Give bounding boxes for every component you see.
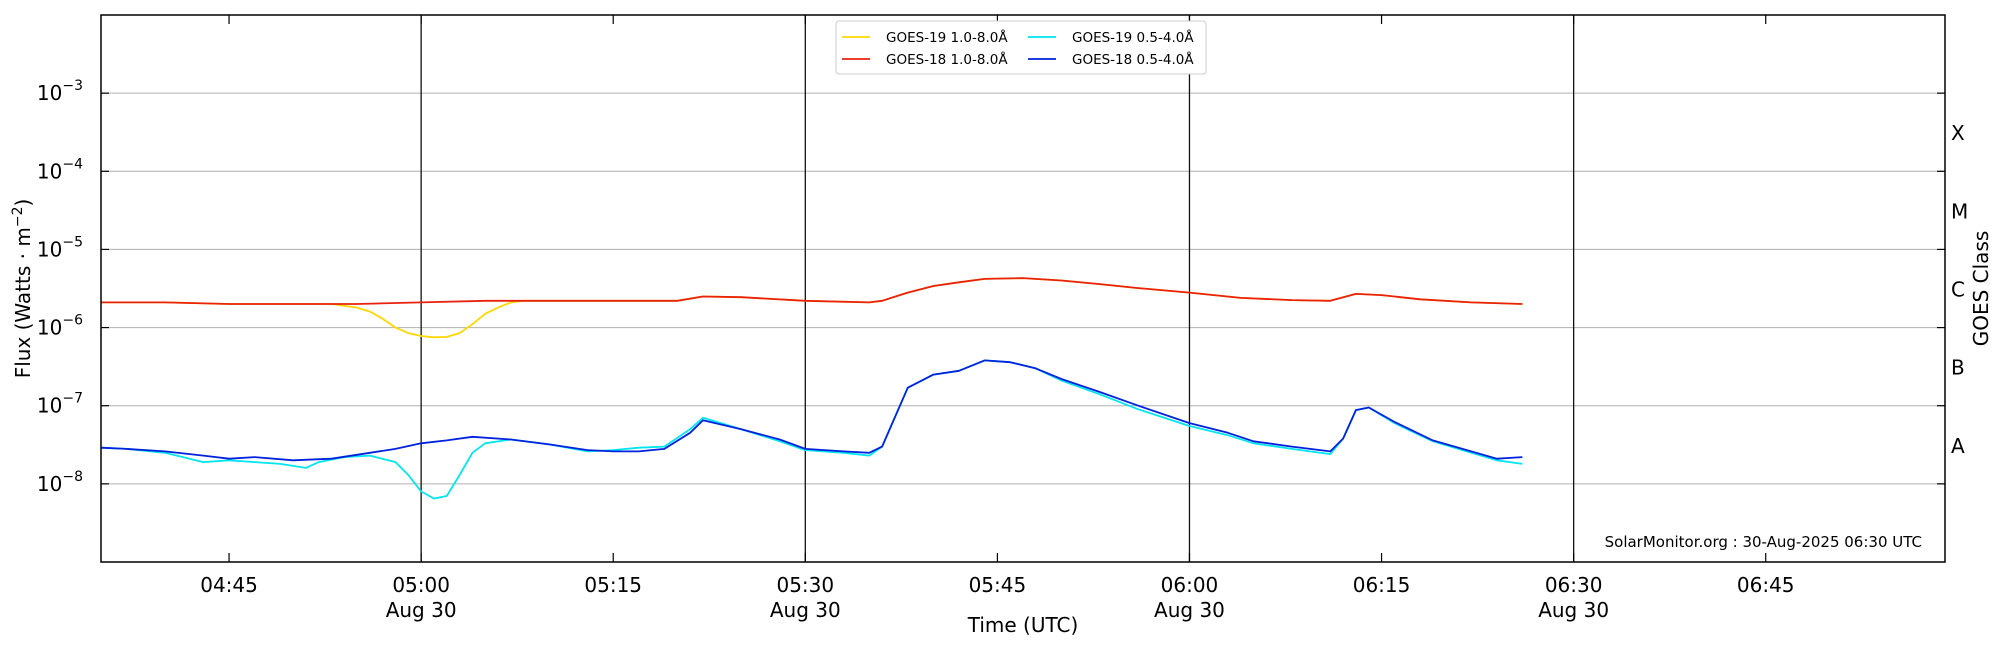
y-tick-label-0: 10−8 xyxy=(37,469,83,496)
y-tick-exp: −5 xyxy=(62,234,83,250)
y-tick-label-4: 10−4 xyxy=(37,156,83,183)
y-tick-base: 10 xyxy=(37,394,62,418)
legend-label-3: GOES-18 0.5-4.0Å xyxy=(1072,51,1194,68)
goes-class-B: B xyxy=(1951,356,1965,380)
date-boundary-lines xyxy=(420,15,1575,562)
y-tick-exp: −3 xyxy=(62,78,83,94)
x-tick-label-6: 06:15 xyxy=(1353,573,1411,597)
x-tick-date-1: Aug 30 xyxy=(386,598,457,622)
plot-frame xyxy=(100,14,1946,563)
x-tick-label-4: 05:45 xyxy=(969,573,1027,597)
x-tick-date-3: Aug 30 xyxy=(770,598,841,622)
goes-class-A: A xyxy=(1951,434,1965,458)
y-tick-base: 10 xyxy=(37,316,62,340)
series-lines xyxy=(100,277,1523,500)
goes-class-M: M xyxy=(1951,199,1968,223)
y-tick-base: 10 xyxy=(37,237,62,261)
series-line-2 xyxy=(100,359,1523,500)
y-tick-base: 10 xyxy=(37,159,62,183)
x-tick-label-1: 05:00 xyxy=(392,573,450,597)
y-tick-label-5: 10−3 xyxy=(37,78,83,105)
y-tick-label-3: 10−5 xyxy=(37,234,83,261)
legend: GOES-19 1.0-8.0Å GOES-18 1.0-8.0Å GOES-19 … xyxy=(835,20,1207,75)
x-tick-label-7: 06:30 xyxy=(1545,573,1603,597)
y-tick-label-2: 10−6 xyxy=(37,313,83,340)
goes-class-axis-label: GOES Class xyxy=(1969,231,1993,347)
x-tick-label-8: 06:45 xyxy=(1737,573,1795,597)
x-tick-date-7: Aug 30 xyxy=(1538,598,1609,622)
x-tick-label-3: 05:30 xyxy=(776,573,834,597)
y-tick-base: 10 xyxy=(37,81,62,105)
x-tick-label-2: 05:15 xyxy=(584,573,642,597)
series-line-1 xyxy=(101,277,1523,305)
grid xyxy=(101,92,1945,485)
source-timestamp: SolarMonitor.org : 30-Aug-2025 06:30 UTC xyxy=(1605,533,1922,551)
x-axis-label: Time (UTC) xyxy=(967,613,1079,637)
y-tick-base: 10 xyxy=(37,472,62,496)
series-line-3 xyxy=(100,359,1523,462)
y-axis-label-text: Flux (Watts · m xyxy=(11,227,35,378)
legend-box xyxy=(835,20,1207,75)
y-tick-exp: −7 xyxy=(62,391,83,407)
y-tick-exp: −8 xyxy=(62,469,83,485)
series-line-0 xyxy=(101,277,1523,339)
y-axis-label-exponent: −2 xyxy=(10,207,26,228)
x-tick-label-5: 06:00 xyxy=(1161,573,1219,597)
x-tick-label-0: 04:45 xyxy=(200,573,258,597)
y-axis-label: Flux (Watts · m−2) xyxy=(10,199,35,379)
y-axis-label-close: ) xyxy=(11,199,35,207)
goes-class-ticks: A B C M X xyxy=(1951,121,1968,458)
goes-class-X: X xyxy=(1951,121,1965,145)
y-tick-exp: −6 xyxy=(62,313,83,329)
y-tick-label-1: 10−7 xyxy=(37,391,83,418)
legend-label-1: GOES-18 1.0-8.0Å xyxy=(886,51,1008,68)
goes-class-C: C xyxy=(1951,278,1965,302)
legend-label-0: GOES-19 1.0-8.0Å xyxy=(886,29,1008,46)
y-tick-exp: −4 xyxy=(62,156,83,172)
y-axis-ticks: 10−810−710−610−510−410−3 xyxy=(37,78,1945,496)
legend-label-2: GOES-19 0.5-4.0Å xyxy=(1072,29,1194,46)
x-tick-date-5: Aug 30 xyxy=(1154,598,1225,622)
